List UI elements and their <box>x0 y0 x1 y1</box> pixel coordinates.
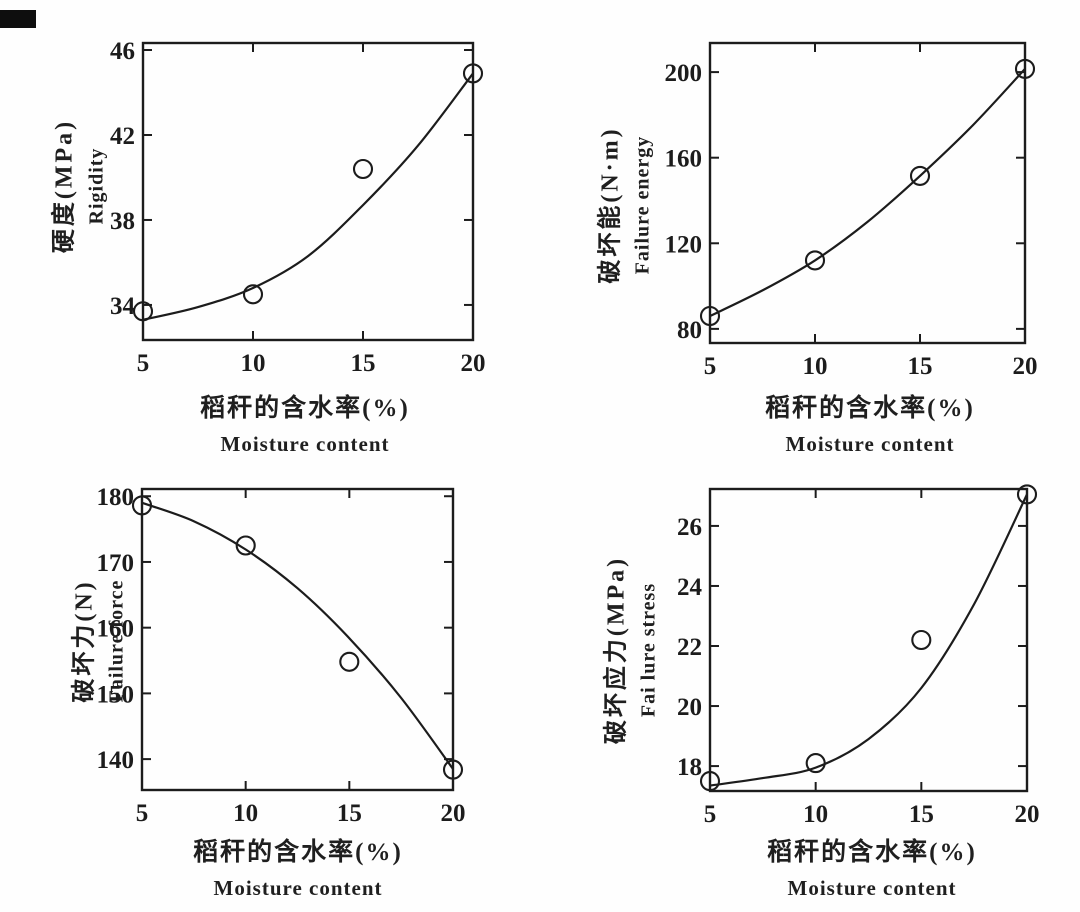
y-tick-label: 22 <box>677 634 702 661</box>
y-tick-label: 170 <box>97 550 135 577</box>
data-point <box>339 651 360 672</box>
data-point <box>699 771 721 792</box>
x-axis-label-failure-force: 稻秆的含水率(%) Moisture content <box>193 832 403 901</box>
x-tick-label: 20 <box>441 800 466 827</box>
y-tick-label: 26 <box>677 514 702 541</box>
data-point <box>462 63 484 84</box>
x-tick-label: 5 <box>704 353 717 380</box>
x-axis-label-cn: 稻秆的含水率(%) <box>765 395 975 422</box>
x-tick-label: 15 <box>909 801 934 828</box>
chart-failure-energy: 80 120 160 200 5 10 15 20 <box>665 41 1038 380</box>
y-axis-label-en: Failure energy <box>631 135 654 275</box>
y-tick-label: 38 <box>110 208 135 235</box>
y-axis-label-failure-energy: 破坏能(N·m) Failure energy <box>590 126 655 283</box>
fit-curve <box>709 68 1026 318</box>
y-tick-label: 80 <box>677 317 702 344</box>
fit-curve <box>141 501 454 770</box>
x-axis-label-failure-energy: 稻秆的含水率(%) Moisture content <box>765 388 975 457</box>
y-axis-label-cn: 破坏能(N·m) <box>597 126 624 284</box>
data-point <box>442 759 464 780</box>
data-point <box>242 284 264 305</box>
y-tick-label: 18 <box>677 754 702 781</box>
y-tick-label: 120 <box>665 231 703 258</box>
data-point <box>235 535 256 556</box>
x-tick-label: 15 <box>337 800 362 827</box>
x-tick-label: 10 <box>233 800 258 827</box>
x-tick-label: 20 <box>461 350 486 377</box>
scan-artifact-mark <box>0 10 36 28</box>
x-axis-label-cn: 稻秆的含水率(%) <box>200 395 410 422</box>
data-point <box>1014 58 1036 79</box>
data-point <box>911 629 932 651</box>
y-tick-label: 160 <box>97 616 135 643</box>
y-tick-label: 150 <box>97 681 135 708</box>
x-tick-label: 10 <box>803 801 828 828</box>
plot-frame <box>140 487 455 792</box>
x-axis-label-en: Moisture content <box>213 876 383 900</box>
data-point <box>352 158 374 180</box>
chart-failure-force: 140 150 160 170 180 5 10 15 20 <box>97 484 466 827</box>
y-tick-label: 46 <box>110 38 135 65</box>
plot-frame <box>708 41 1027 345</box>
x-tick-label: 10 <box>241 350 266 377</box>
data-point <box>699 305 721 327</box>
y-axis-label-failure-force: 破坏力(N) Failure force <box>64 579 129 702</box>
data-point <box>132 301 154 322</box>
plot-frame <box>141 41 475 342</box>
y-tick-label: 24 <box>677 574 703 601</box>
x-axis-label-en: Moisture content <box>220 432 390 456</box>
y-axis-label-en: Rigidity <box>85 147 108 225</box>
y-tick-label: 34 <box>110 293 136 320</box>
y-axis-label-rigidity: 硬度(MPa) Rigidity <box>44 119 109 253</box>
fit-curve <box>709 493 1028 787</box>
y-axis-label-cn: 破坏应力(MPa) <box>603 555 630 745</box>
y-axis-label-cn: 硬度(MPa) <box>51 118 78 254</box>
x-tick-label: 15 <box>351 350 376 377</box>
data-point <box>131 495 153 516</box>
y-tick-label: 200 <box>665 60 703 87</box>
x-axis-label-cn: 稻秆的含水率(%) <box>767 839 977 866</box>
x-tick-label: 20 <box>1015 801 1040 828</box>
y-tick-label: 140 <box>97 747 135 774</box>
y-axis-label-en: Failure force <box>105 579 128 703</box>
fit-curve <box>142 72 474 321</box>
x-axis-label-rigidity: 稻秆的含水率(%) Moisture content <box>200 388 410 457</box>
y-axis-label-en: Fai lure stress <box>637 582 660 718</box>
x-axis-label-en: Moisture content <box>785 432 955 456</box>
x-tick-label: 5 <box>704 801 717 828</box>
chart-failure-stress: 18 20 22 24 26 5 10 15 20 <box>677 484 1040 828</box>
x-tick-label: 15 <box>908 353 933 380</box>
x-tick-label: 10 <box>803 353 828 380</box>
chart-rigidity: 34 38 42 46 5 10 15 20 <box>110 38 486 377</box>
y-tick-label: 160 <box>665 146 703 173</box>
y-tick-label: 20 <box>677 694 702 721</box>
data-point <box>909 165 931 186</box>
data-point <box>805 753 826 774</box>
x-axis-label-en: Moisture content <box>787 876 957 900</box>
x-tick-label: 5 <box>137 350 150 377</box>
data-point <box>804 250 826 271</box>
plot-frame <box>708 487 1029 793</box>
data-point <box>1016 484 1038 505</box>
y-axis-label-cn: 破坏力(N) <box>71 579 98 703</box>
x-tick-label: 20 <box>1013 353 1038 380</box>
y-tick-label: 42 <box>110 123 135 150</box>
x-tick-label: 5 <box>136 800 149 827</box>
x-axis-label-failure-stress: 稻秆的含水率(%) Moisture content <box>767 832 977 901</box>
x-axis-label-cn: 稻秆的含水率(%) <box>193 839 403 866</box>
y-tick-label: 180 <box>97 484 135 511</box>
y-axis-label-failure-stress: 破坏应力(MPa) Fai lure stress <box>596 556 661 744</box>
